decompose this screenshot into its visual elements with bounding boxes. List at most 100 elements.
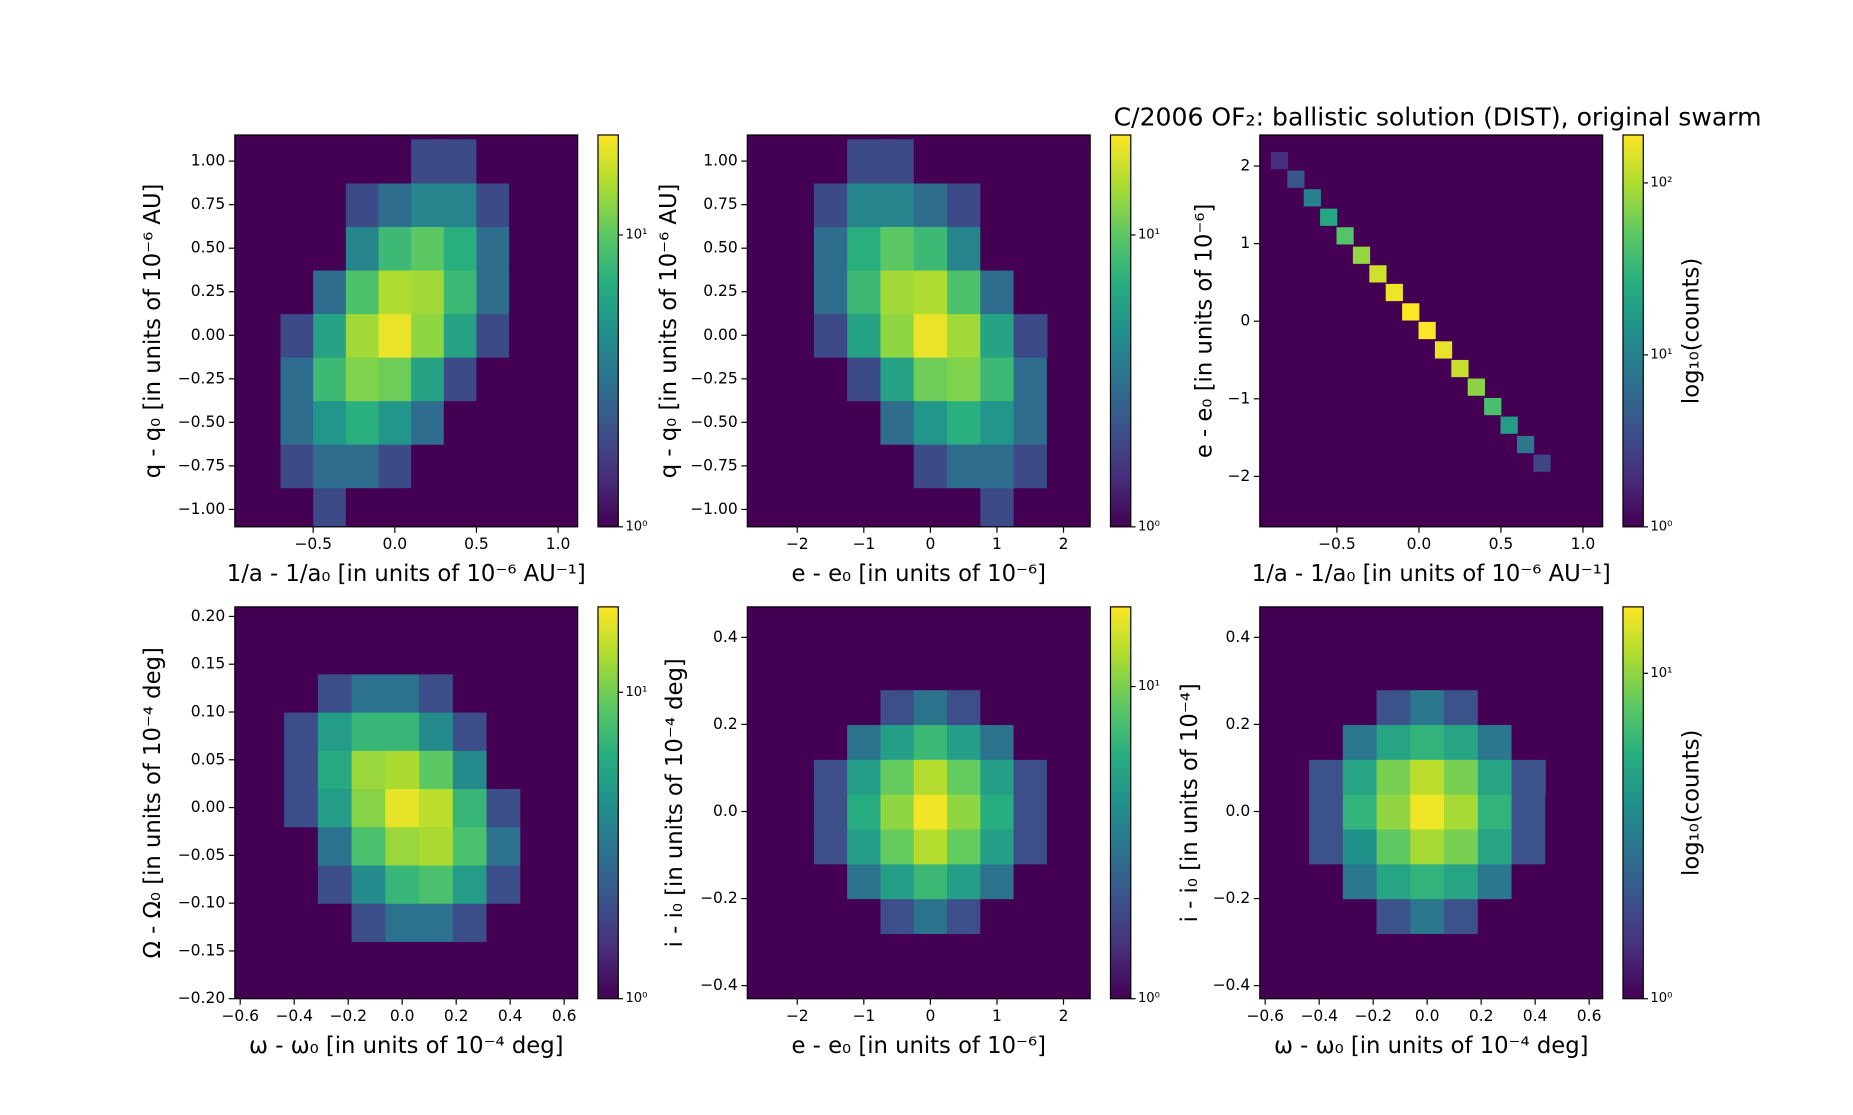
- hex-cell: [1046, 400, 1081, 445]
- x-tick-label: 1.0: [1571, 535, 1596, 553]
- hex-cell: [1500, 416, 1518, 434]
- hex-cell: [1013, 724, 1048, 760]
- hex-cell: [378, 444, 412, 489]
- hex-cell: [813, 269, 848, 315]
- hex-cell: [313, 226, 347, 271]
- hex-cell: [880, 898, 915, 934]
- hex-cell: [385, 788, 420, 828]
- hex-cell: [1444, 863, 1479, 900]
- hex-cell: [419, 635, 454, 675]
- hex-cell: [980, 400, 1015, 445]
- hex-cell: [847, 139, 882, 184]
- hex-cell: [1309, 828, 1344, 865]
- y-tick-label: −1.00: [690, 500, 738, 518]
- hex-cell: [411, 400, 445, 445]
- hex-cell: [1013, 898, 1048, 934]
- plot-frame: [1259, 606, 1604, 1000]
- hex-cell: [1410, 794, 1445, 830]
- hex-cell: [880, 139, 915, 184]
- y-tick-label: −0.05: [178, 846, 226, 864]
- hex-cell: [847, 898, 882, 934]
- hex-cell: [913, 689, 948, 726]
- hex-cell: [947, 400, 981, 445]
- colorbar-tick-label: 10⁰: [625, 519, 647, 534]
- hex-cell: [351, 903, 386, 942]
- hex-cell: [1342, 724, 1378, 760]
- hex-cell: [847, 933, 882, 969]
- hex-cell: [452, 788, 488, 828]
- hex-cell: [351, 711, 386, 751]
- hex-cell: [813, 724, 848, 760]
- colorbar-tick-label: 10¹: [625, 227, 647, 242]
- x-tick-label: 0.6: [552, 1007, 577, 1025]
- y-tick-label: −0.10: [178, 894, 226, 912]
- hex-cell: [1013, 759, 1048, 795]
- hex-cell: [947, 794, 981, 830]
- hex-cell: [1275, 828, 1310, 865]
- plot-frame: [746, 606, 1091, 1000]
- hex-cell: [443, 182, 478, 228]
- hex-cell: [1477, 898, 1513, 934]
- hex-cell: [317, 635, 353, 675]
- hex-cell: [780, 226, 815, 271]
- hex-cell: [351, 635, 386, 675]
- y-tick-label: 0.75: [703, 195, 738, 213]
- plot-frame: [1259, 134, 1604, 528]
- hex-cell: [284, 711, 319, 751]
- hex-cell: [1511, 794, 1546, 830]
- colorbar-tick-label: 10²: [1650, 175, 1672, 190]
- hex-cell: [780, 828, 815, 865]
- hex-cell: [1444, 933, 1479, 969]
- hex-cell: [1477, 689, 1513, 726]
- hex-cell: [1410, 724, 1445, 760]
- y-tick-label: −0.75: [178, 456, 226, 474]
- colorbar-tick-label: 10¹: [1138, 227, 1160, 242]
- y-tick-label: 2: [1240, 157, 1250, 175]
- hex-cell: [313, 357, 347, 402]
- y-axis-label: Ω - Ω₀ [in units of 10⁻⁴ deg]: [140, 647, 166, 958]
- hex-cell: [351, 750, 386, 790]
- hex-cell: [980, 724, 1015, 760]
- hex-cell: [913, 357, 948, 402]
- hex-cell: [411, 182, 445, 228]
- hex-cell: [913, 182, 948, 228]
- y-tick-label: −0.75: [690, 456, 738, 474]
- hex-cell: [452, 711, 488, 751]
- hexbin-cells: [247, 139, 543, 527]
- hex-cell: [317, 711, 353, 751]
- hex-cell: [351, 941, 386, 981]
- hex-cell: [813, 139, 848, 184]
- hex-cell: [947, 444, 981, 489]
- hex-cell: [280, 269, 314, 315]
- hex-cell: [1444, 794, 1479, 830]
- x-tick-label: −0.2: [329, 1007, 367, 1025]
- x-tick-label: 0.2: [444, 1007, 469, 1025]
- hex-cell: [880, 794, 915, 830]
- hex-cell: [378, 357, 412, 402]
- hex-cell: [1477, 863, 1513, 900]
- hex-cell: [913, 828, 948, 865]
- hex-cell: [1376, 724, 1411, 760]
- hex-cell: [1511, 863, 1546, 900]
- y-tick-label: 1.00: [703, 152, 738, 170]
- hex-cell: [813, 759, 848, 795]
- hex-cell: [1444, 689, 1479, 726]
- hex-cell: [1418, 321, 1436, 340]
- hex-cell: [1410, 933, 1445, 969]
- x-tick-label: 0.6: [1577, 1007, 1602, 1025]
- hex-cell: [419, 673, 454, 713]
- hex-cell: [520, 826, 555, 866]
- hex-cell: [443, 139, 478, 184]
- hex-cell: [419, 864, 454, 904]
- hex-cell: [880, 400, 915, 445]
- hex-cell: [486, 826, 521, 866]
- hex-cell: [780, 313, 815, 358]
- hex-cell: [980, 226, 1015, 271]
- plot-frame: [234, 134, 579, 528]
- hex-cell: [1444, 828, 1479, 865]
- hex-cell: [1451, 359, 1469, 378]
- hex-cell: [520, 864, 555, 904]
- y-tick-label: −0.4: [700, 976, 738, 994]
- hex-cell: [385, 635, 420, 675]
